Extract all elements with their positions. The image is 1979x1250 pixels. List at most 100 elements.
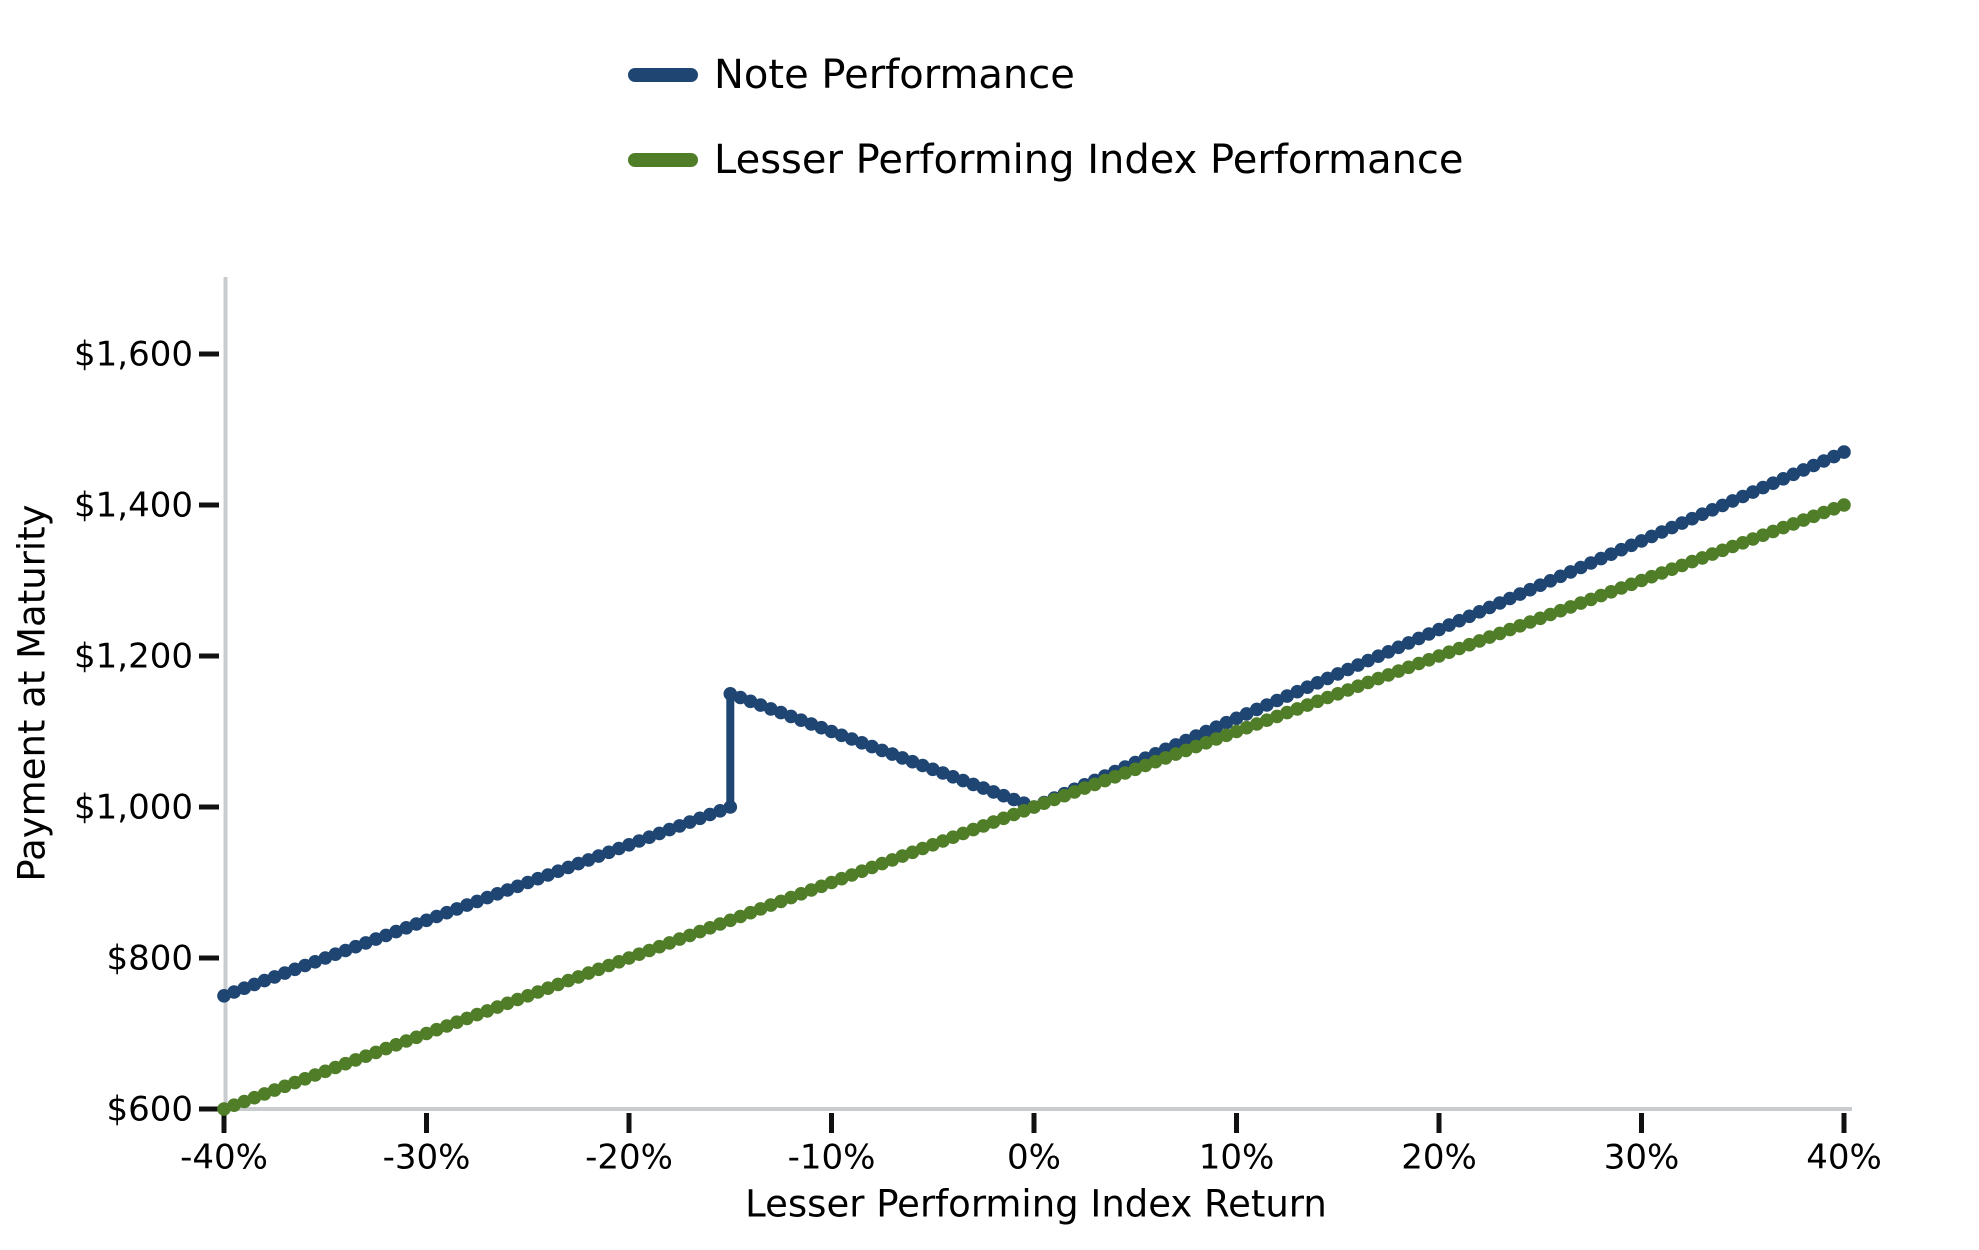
series-marker xyxy=(1199,724,1213,739)
legend-swatch-lesser-performing-index xyxy=(628,153,698,167)
series-marker xyxy=(1077,781,1092,795)
series-marker xyxy=(1523,582,1537,597)
series-marker xyxy=(1766,476,1780,491)
series-marker xyxy=(1725,539,1740,554)
series-marker xyxy=(1806,509,1821,524)
series-marker xyxy=(470,1007,484,1022)
y-tick-label: $1,600 xyxy=(74,335,193,375)
series-marker xyxy=(389,1038,403,1052)
series-marker xyxy=(1401,660,1416,675)
series-marker xyxy=(753,698,768,712)
legend-item-note-performance: Note Performance xyxy=(628,52,1075,98)
y-axis-title: Payment at Maturity xyxy=(11,504,54,881)
series-marker xyxy=(875,743,889,758)
series-marker xyxy=(1523,615,1537,629)
series-marker xyxy=(956,826,970,841)
series-marker xyxy=(1685,554,1699,569)
series-marker xyxy=(308,1068,322,1082)
series-marker xyxy=(389,924,403,939)
series-marker xyxy=(1361,653,1375,668)
series-marker xyxy=(632,947,646,961)
series-marker xyxy=(267,970,282,984)
series-marker xyxy=(227,985,241,999)
y-tick-label: $1,400 xyxy=(74,486,193,526)
series-marker xyxy=(470,894,484,909)
series-marker xyxy=(308,955,322,969)
series-marker xyxy=(429,909,444,924)
series-marker xyxy=(1442,645,1456,659)
series-marker xyxy=(1482,600,1497,615)
x-tick-label: 30% xyxy=(1604,1138,1680,1178)
series-line-note-performance xyxy=(220,448,1848,1000)
series-marker xyxy=(1837,445,1851,459)
series-marker xyxy=(267,1083,282,1097)
series-marker xyxy=(1604,585,1618,599)
x-tick-label: -40% xyxy=(180,1138,268,1178)
series-marker xyxy=(713,917,727,931)
x-tick-label: -30% xyxy=(383,1138,471,1178)
series-marker xyxy=(956,773,970,788)
series-marker xyxy=(1837,498,1851,512)
series-marker xyxy=(429,1022,444,1037)
series-marker xyxy=(1604,547,1618,561)
series-marker xyxy=(1158,751,1173,765)
series-marker xyxy=(1685,511,1699,526)
series-marker xyxy=(1361,675,1375,690)
series-marker xyxy=(1320,671,1335,686)
legend-label-lesser-performing-index: Lesser Performing Index Performance xyxy=(714,137,1464,183)
series-marker xyxy=(1725,494,1740,508)
series-marker xyxy=(1118,766,1132,780)
x-tick-label: -20% xyxy=(585,1138,673,1178)
series-marker xyxy=(348,1053,363,1067)
y-tick-label: $1,000 xyxy=(74,788,193,828)
x-axis-title: Lesser Performing Index Return xyxy=(745,1183,1327,1226)
series-marker xyxy=(753,902,768,916)
series-marker xyxy=(510,879,525,894)
series-marker xyxy=(672,819,687,833)
series-marker xyxy=(1401,636,1416,650)
series-layer xyxy=(217,445,1851,1116)
legend-swatch-note-performance xyxy=(628,68,698,82)
legend-item-lesser-performing-index: Lesser Performing Index Performance xyxy=(628,137,1464,183)
series-marker xyxy=(1442,618,1456,632)
legend-label-note-performance: Note Performance xyxy=(714,52,1075,98)
series-marker xyxy=(1806,458,1821,473)
series-marker xyxy=(1280,689,1294,703)
series-marker xyxy=(1563,565,1578,579)
series-marker xyxy=(1482,630,1497,644)
series-marker xyxy=(591,849,606,863)
series-marker xyxy=(723,800,738,814)
series-marker xyxy=(1239,720,1254,735)
x-tick-label: 20% xyxy=(1401,1138,1477,1178)
series-marker xyxy=(794,887,808,901)
series-marker xyxy=(510,992,525,1007)
series-marker xyxy=(1199,736,1213,750)
y-tick-label: $1,200 xyxy=(74,637,193,677)
series-marker xyxy=(1320,690,1335,705)
series-marker xyxy=(1766,524,1780,539)
series-marker xyxy=(227,1098,241,1112)
y-tick-label: $800 xyxy=(106,939,193,979)
series-marker xyxy=(834,728,849,743)
series-marker xyxy=(348,939,363,954)
series-marker xyxy=(1037,796,1051,810)
series-marker xyxy=(915,841,930,856)
series-marker xyxy=(794,713,808,727)
x-tick-label: 10% xyxy=(1199,1138,1275,1178)
series-marker xyxy=(1239,707,1254,721)
series-marker xyxy=(672,932,687,946)
x-tick-label: 40% xyxy=(1806,1138,1882,1178)
y-tick-label: $600 xyxy=(106,1090,193,1130)
series-marker xyxy=(1644,529,1659,544)
series-marker xyxy=(591,962,606,977)
series-marker xyxy=(632,834,646,848)
series-marker xyxy=(915,758,930,773)
series-marker xyxy=(1644,569,1659,584)
series-marker xyxy=(551,977,565,992)
series-marker xyxy=(1280,705,1294,720)
series-marker xyxy=(1563,600,1578,614)
series-marker xyxy=(834,871,849,886)
series-marker xyxy=(875,856,889,871)
